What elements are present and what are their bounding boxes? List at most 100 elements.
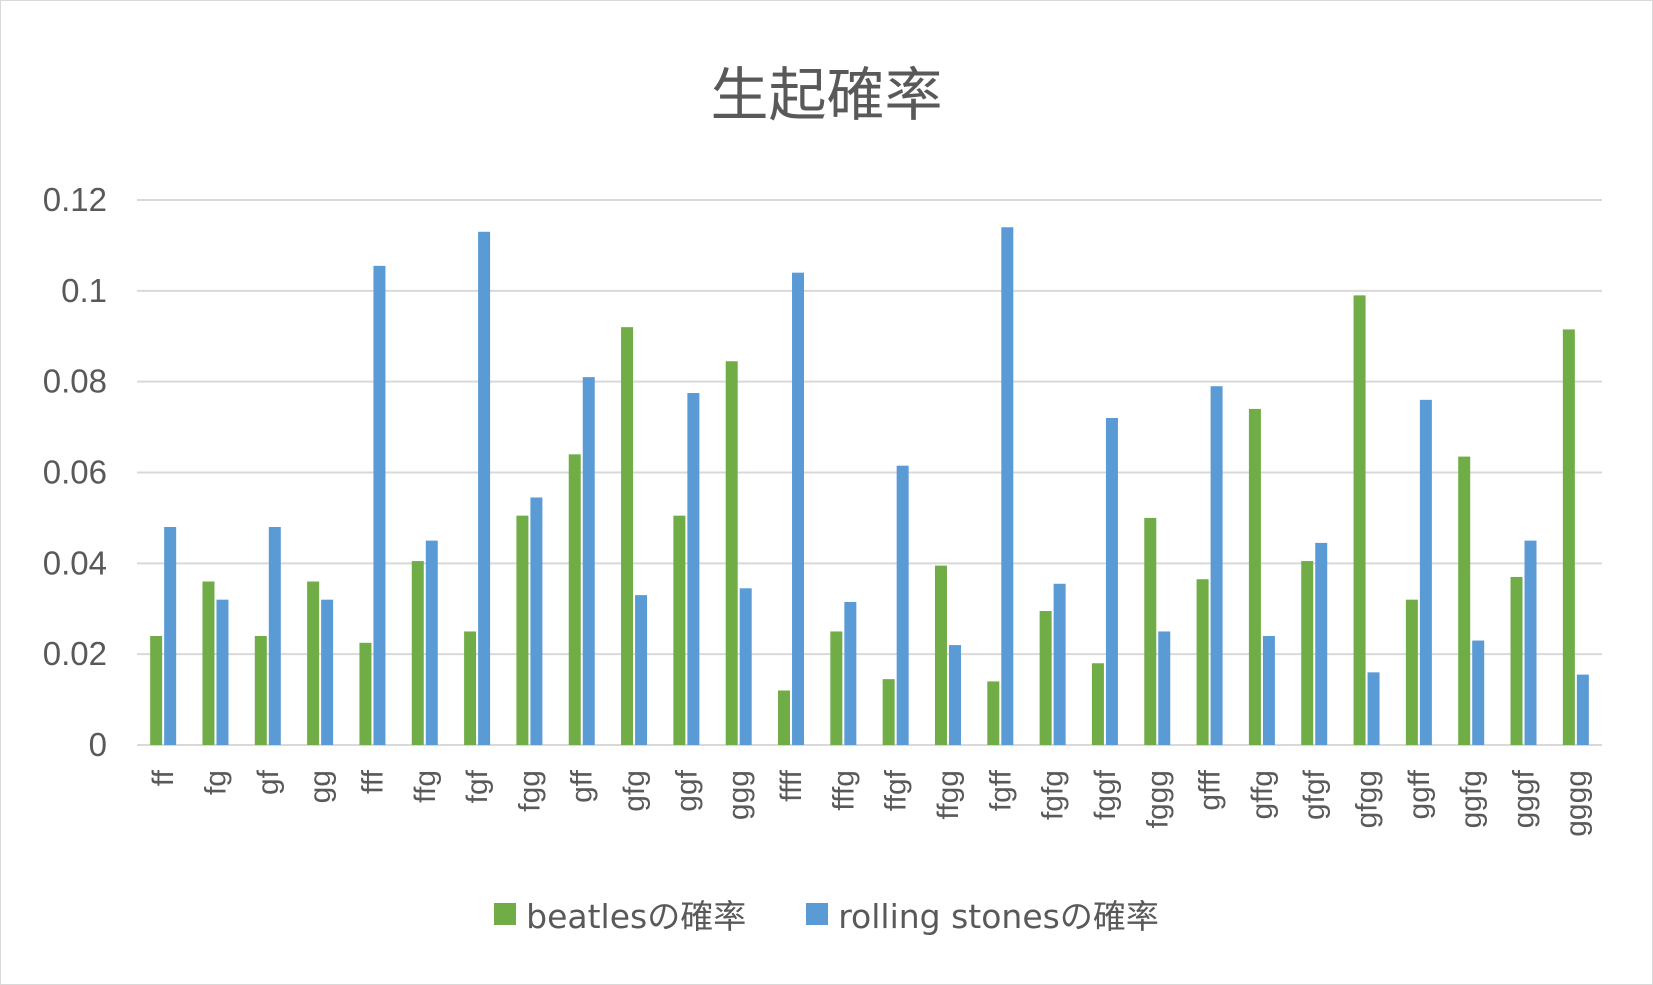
bar-rolling-stones: [1576, 674, 1589, 745]
bar-beatles: [1301, 561, 1314, 745]
x-tick-label: gffg: [1246, 770, 1279, 820]
bar-beatles: [987, 681, 1000, 745]
bar-beatles: [307, 581, 320, 745]
bar-beatles: [934, 565, 947, 745]
bar-rolling-stones: [739, 588, 752, 745]
legend-label-rolling-stones: rolling stonesの確率: [838, 897, 1159, 936]
bar-beatles: [254, 636, 267, 745]
bar-beatles: [1510, 576, 1523, 745]
bar-beatles: [464, 631, 477, 745]
bar-beatles: [725, 361, 738, 745]
x-tick-label: gfff: [1194, 769, 1227, 810]
bar-rolling-stones: [635, 595, 648, 745]
x-tick-label: fff: [356, 769, 389, 794]
bar-rolling-stones: [896, 465, 909, 745]
y-tick-label: 0.08: [43, 363, 107, 400]
bar-beatles: [202, 581, 215, 745]
x-tick-label: fg: [199, 770, 232, 795]
x-tick-label: ffgf: [880, 769, 913, 811]
legend-label-beatles: beatlesの確率: [526, 897, 747, 936]
x-tick-label: fgfg: [1037, 770, 1070, 820]
x-tick-label: ffg: [409, 770, 442, 803]
bar-rolling-stones: [1001, 227, 1014, 745]
bar-rolling-stones: [1158, 631, 1171, 745]
x-tick-label: ggf: [670, 769, 703, 811]
bar-beatles: [830, 631, 843, 745]
bar-beatles: [1353, 295, 1366, 745]
x-tick-label: fggf: [1089, 769, 1122, 820]
bar-rolling-stones: [792, 272, 805, 745]
bar-beatles: [1196, 579, 1209, 745]
x-tick-label: gf: [252, 769, 285, 795]
bar-rolling-stones: [1472, 640, 1485, 745]
bar-rolling-stones: [1105, 418, 1118, 745]
bar-rolling-stones: [844, 601, 857, 745]
bar-beatles: [150, 636, 163, 745]
x-tick-label: ggfg: [1455, 770, 1488, 828]
bar-rolling-stones: [1053, 583, 1066, 745]
bar-rolling-stones: [321, 599, 334, 745]
bar-beatles: [568, 454, 581, 745]
bar-rolling-stones: [1262, 636, 1275, 745]
bar-rolling-stones: [687, 393, 700, 745]
bar-beatles: [621, 327, 634, 745]
y-tick-label: 0.06: [43, 454, 107, 491]
x-tick-label: gfg: [618, 770, 651, 812]
x-tick-label: gff: [566, 769, 599, 802]
bar-beatles: [1144, 517, 1157, 745]
bar-rolling-stones: [1419, 399, 1432, 745]
y-tick-label: 0.02: [43, 635, 107, 672]
x-tick-label: gggf: [1508, 769, 1541, 828]
bar-beatles: [1458, 456, 1471, 745]
y-tick-label: 0: [89, 726, 107, 763]
bar-beatles: [1091, 663, 1104, 745]
bar-beatles: [411, 561, 424, 745]
bar-rolling-stones: [1210, 386, 1223, 745]
bar-beatles: [1248, 408, 1261, 745]
bar-beatles: [516, 515, 529, 745]
bar-rolling-stones: [425, 540, 438, 745]
bar-rolling-stones: [530, 497, 543, 745]
bar-beatles: [778, 690, 791, 745]
bar-beatles: [359, 642, 372, 745]
bar-rolling-stones: [373, 265, 386, 745]
x-tick-label: ffff: [775, 769, 808, 801]
x-tick-label: gfgf: [1298, 769, 1331, 820]
legend-swatch-rolling-stones: [806, 903, 829, 925]
bar-rolling-stones: [164, 527, 177, 745]
bar-beatles: [673, 515, 686, 745]
x-tick-label: ggg: [723, 770, 756, 820]
bar-rolling-stones: [216, 599, 229, 745]
x-tick-label: fggg: [1141, 770, 1174, 828]
chart-title: 生起確率: [710, 61, 943, 129]
x-tick-label: fffg: [827, 770, 860, 811]
legend: beatlesの確率 rolling stonesの確率: [0, 890, 1653, 938]
x-tick-label: ggff: [1403, 769, 1436, 819]
legend-swatch-beatles: [494, 903, 517, 925]
bar-beatles: [1039, 611, 1052, 745]
bar-beatles: [882, 679, 895, 745]
x-tick-label: gfgg: [1351, 770, 1384, 828]
bar-rolling-stones: [1367, 672, 1380, 745]
bar-rolling-stones: [948, 645, 961, 745]
bar-rolling-stones: [268, 527, 281, 745]
x-tick-label: gg: [304, 770, 337, 803]
legend-item-rolling-stones: rolling stonesの確率: [806, 890, 1159, 938]
x-tick-label: ff: [147, 769, 180, 786]
legend-item-beatles: beatlesの確率: [494, 890, 746, 938]
bar-rolling-stones: [1315, 542, 1328, 745]
bar-beatles: [1405, 599, 1418, 745]
x-tick-label: gggg: [1560, 770, 1593, 837]
x-tick-label: ffgg: [932, 770, 965, 820]
x-tick-label: fgg: [513, 770, 546, 812]
x-tick-label: fgff: [984, 769, 1017, 811]
bar-rolling-stones: [1524, 540, 1537, 745]
y-tick-label: 0.04: [43, 544, 107, 581]
x-tick-label: fgf: [461, 769, 494, 803]
y-tick-label: 0.12: [43, 181, 107, 218]
bar-rolling-stones: [478, 231, 491, 745]
bar-rolling-stones: [582, 377, 595, 745]
y-tick-label: 0.1: [61, 272, 107, 309]
